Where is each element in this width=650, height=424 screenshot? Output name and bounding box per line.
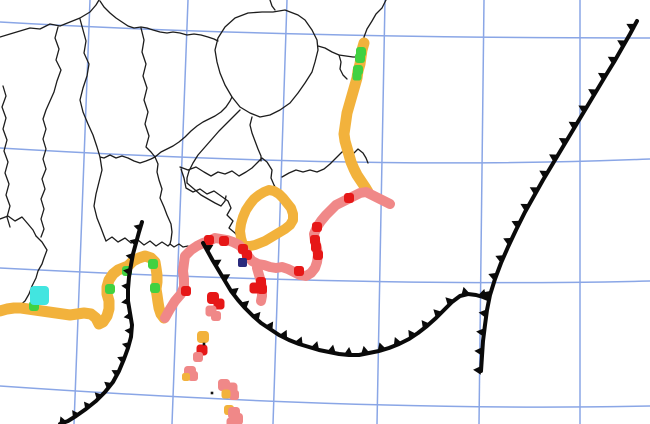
japan-trench xyxy=(473,19,639,375)
boundary-layer xyxy=(0,0,387,312)
izu-coast-chain xyxy=(0,250,170,330)
south-scatter xyxy=(182,292,243,424)
marker-layer xyxy=(30,258,247,395)
navy-square xyxy=(238,258,247,267)
cyan-patch xyxy=(30,286,49,305)
tokyo-bay-ring xyxy=(235,185,298,251)
sagami-trough xyxy=(201,241,490,357)
spur-chain xyxy=(249,263,267,306)
suruga-trough xyxy=(58,220,144,424)
east-coast-chain xyxy=(338,37,374,198)
sagami-boso-chain xyxy=(160,187,395,323)
trench-layer xyxy=(58,19,639,424)
dot-chain-layer xyxy=(0,37,395,424)
